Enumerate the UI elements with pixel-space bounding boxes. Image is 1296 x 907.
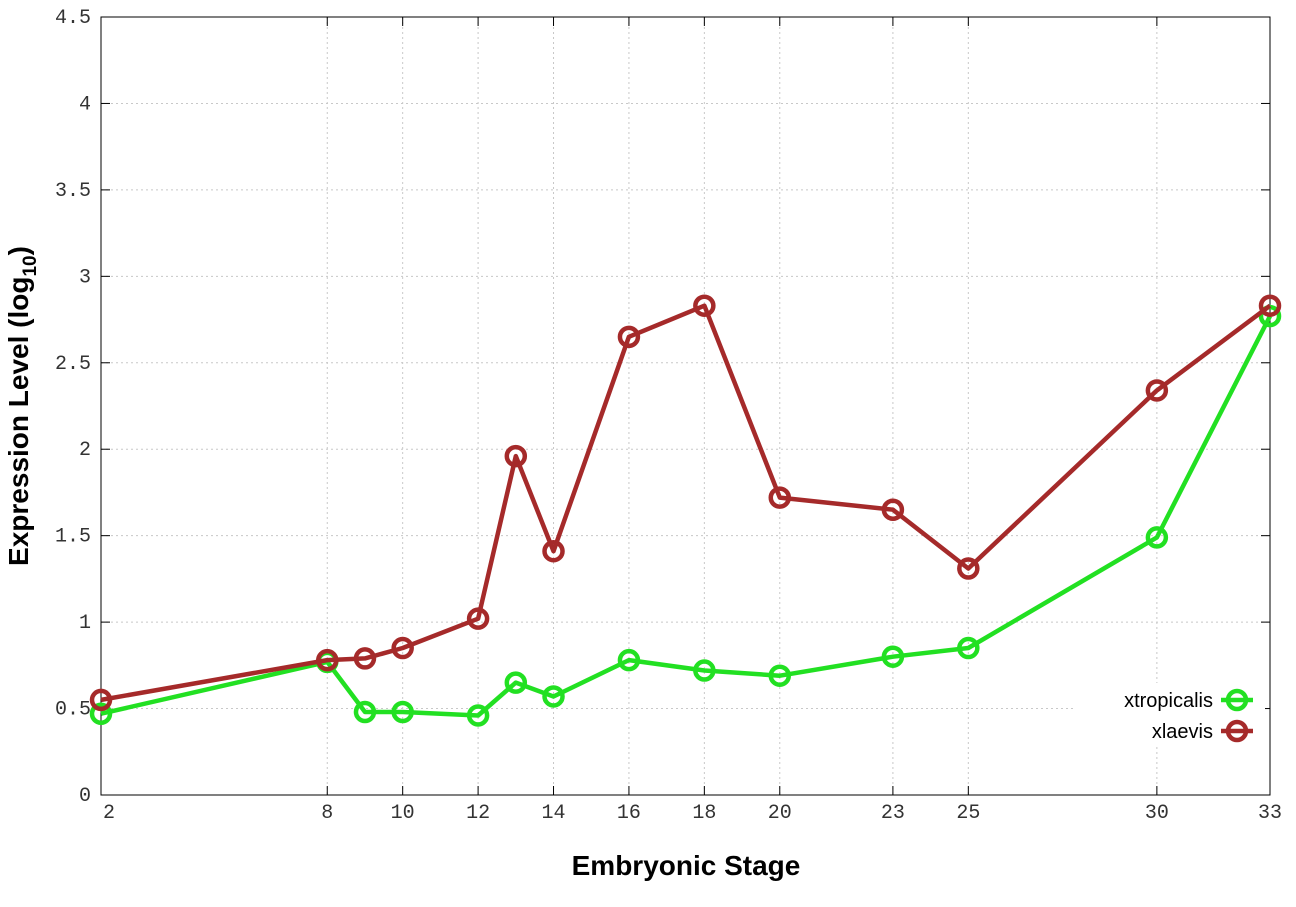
grid [101,17,1270,795]
y-tick-label: 4.5 [55,7,91,30]
y-tick-label: 3.5 [55,180,91,203]
data-point-xlaevis [89,688,113,712]
data-point-xtropicalis [542,685,565,708]
data-point-xtropicalis [768,664,792,687]
y-axis-label-prefix: Expression Level (log [3,277,34,566]
y-axis-label-subscript: 10 [20,255,41,276]
x-tick-label: 20 [768,802,792,825]
data-point-xlaevis [693,294,716,317]
y-tick-label: 0 [79,785,91,808]
data-point-xlaevis [353,647,377,670]
series-xtropicalis [89,304,1282,727]
data-point-xlaevis [1258,294,1282,317]
data-point-xlaevis [466,607,490,630]
legend-label-xlaevis: xlaevis [1152,721,1213,743]
legend-marker-xlaevis [1225,719,1249,743]
y-tick-label: 2 [79,439,91,462]
data-point-xtropicalis [693,659,716,682]
data-point-xtropicalis [957,636,980,660]
data-point-xtropicalis [391,700,414,724]
x-tick-label: 8 [321,802,333,825]
legend-label-xtropicalis: xtropicalis [1124,690,1213,712]
y-tick-label: 0.5 [55,699,91,722]
y-tick-label: 2.5 [55,353,91,376]
y-tick-label: 4 [79,93,91,116]
axis-ticks: 0 0.5 1 1.5 2 2.5 3 3.5 4 4.5 2 8 10 12 14 16 18 20 23 25 30… [55,7,1282,825]
data-point-xtropicalis [466,704,490,727]
y-tick-label: 3 [79,266,91,289]
data-point-xtropicalis [881,645,905,668]
data-point-xlaevis [768,486,792,509]
x-tick-label: 23 [881,802,905,825]
x-tick-label: 12 [466,802,490,825]
x-tick-label: 10 [391,802,415,825]
x-tick-label: 25 [956,802,980,825]
x-tick-label: 30 [1145,802,1169,825]
x-tick-label: 2 [103,802,115,825]
data-point-xtropicalis [353,700,377,724]
y-axis-label-suffix: ) [3,246,34,255]
x-tick-label: 16 [617,802,641,825]
data-point-xtropicalis [1145,526,1169,549]
series-line-xtropicalis [100,315,1273,718]
data-point-xlaevis [617,325,641,349]
series-xlaevis [89,294,1282,712]
data-point-xlaevis [1145,379,1169,402]
x-tick-label: 18 [692,802,716,825]
data-point-xlaevis [391,636,414,660]
data-point-xtropicalis [89,702,113,725]
plot-frame [100,16,1271,796]
y-axis-label: Expression Level (log10) [3,246,41,566]
x-axis-label: Embryonic Stage [572,850,801,881]
legend-marker-xtropicalis [1225,688,1249,712]
data-point-xtropicalis [504,671,528,694]
y-tick-label: 1 [79,612,91,635]
data-point-xlaevis [957,557,980,580]
data-point-xlaevis [504,444,528,468]
x-tick-label: 14 [542,802,566,825]
y-tick-label: 1.5 [55,526,91,549]
data-point-xlaevis [316,648,339,672]
series-layer [89,294,1282,727]
x-tick-label: 33 [1258,802,1282,825]
legend: xtropicalis xlaevis [1075,683,1265,747]
series-line-xlaevis [100,303,1272,703]
data-point-xtropicalis [617,648,641,672]
data-point-xlaevis [542,539,565,563]
data-point-xlaevis [881,498,905,521]
